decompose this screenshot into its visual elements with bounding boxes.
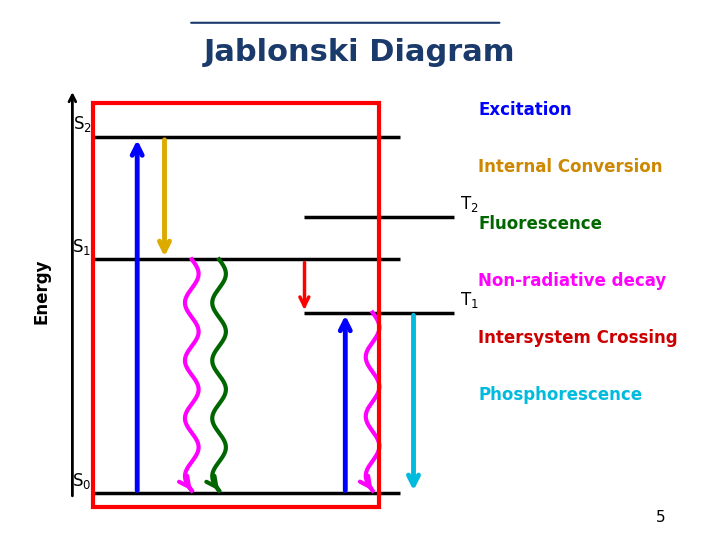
Text: Excitation: Excitation	[478, 102, 572, 119]
Text: Internal Conversion: Internal Conversion	[478, 158, 663, 177]
Text: Non-radiative decay: Non-radiative decay	[478, 272, 667, 290]
Text: Intersystem Crossing: Intersystem Crossing	[478, 329, 678, 347]
Text: S$_0$: S$_0$	[72, 471, 91, 491]
Text: S$_1$: S$_1$	[73, 237, 91, 256]
Bar	[93, 103, 379, 507]
Text: T$_1$: T$_1$	[460, 290, 479, 310]
Text: 5: 5	[657, 510, 666, 525]
Text: Phosphorescence: Phosphorescence	[478, 386, 642, 404]
Text: T$_2$: T$_2$	[460, 194, 479, 214]
Text: Energy: Energy	[32, 259, 50, 324]
Text: Fluorescence: Fluorescence	[478, 215, 603, 233]
Text: Jablonski Diagram: Jablonski Diagram	[204, 38, 516, 67]
Text: S$_2$: S$_2$	[73, 114, 91, 134]
